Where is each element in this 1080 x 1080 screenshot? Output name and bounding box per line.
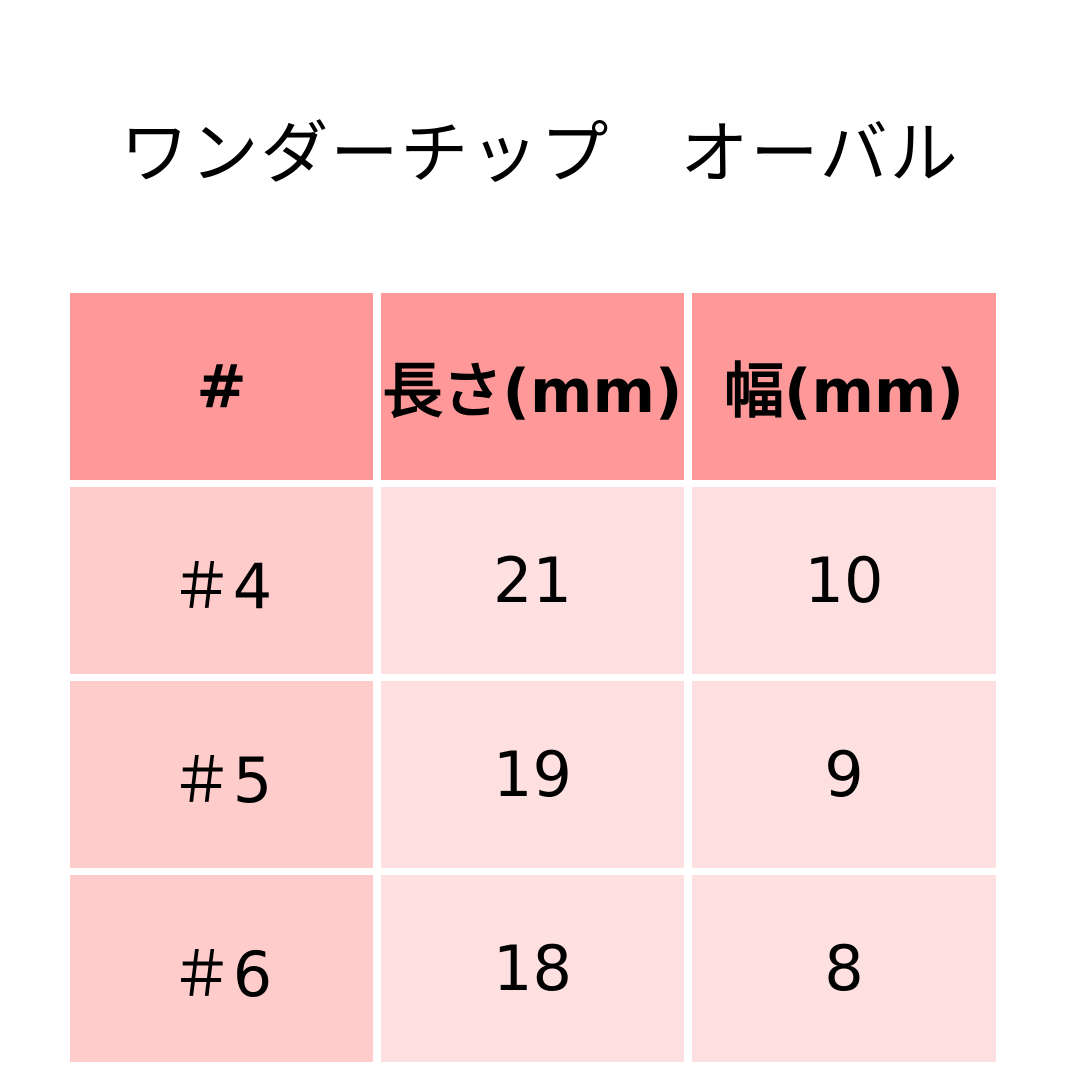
size-table: # 長さ(mm) 幅(mm) ＃4 21 10 ＃5 19 9 ＃6 18 8: [70, 293, 996, 1062]
length-cell: 21: [381, 487, 684, 674]
header-number: #: [70, 293, 373, 480]
length-cell: 19: [381, 681, 684, 868]
length-cell: 18: [381, 875, 684, 1062]
header-width: 幅(mm): [692, 293, 996, 480]
page-title: ワンダーチップ オーバル: [120, 115, 960, 194]
header-length: 長さ(mm): [381, 293, 684, 480]
row-label: ＃4: [70, 487, 373, 674]
width-cell: 9: [692, 681, 996, 868]
row-label: ＃5: [70, 681, 373, 868]
width-cell: 10: [692, 487, 996, 674]
width-cell: 8: [692, 875, 996, 1062]
row-label: ＃6: [70, 875, 373, 1062]
